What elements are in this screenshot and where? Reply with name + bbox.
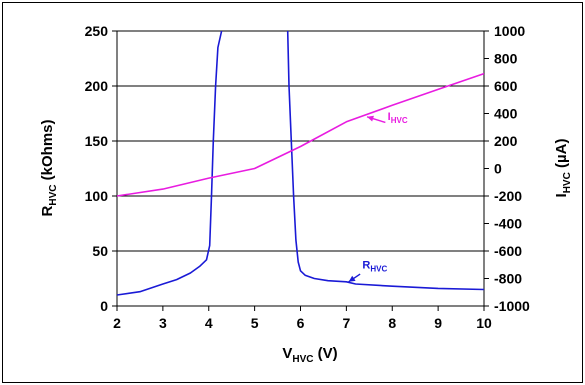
y-right-tick-label: 200 — [494, 133, 518, 149]
y-left-tick-label: 200 — [85, 78, 109, 94]
x-tick-label: 4 — [205, 315, 213, 331]
axis-ticks: 2 3 4 5 6 7 8 9 10050100150200250-1000-800-600-4… — [85, 23, 530, 331]
y-right-tick-label: -1000 — [494, 298, 530, 314]
y-left-tick-label: 0 — [100, 298, 108, 314]
x-tick-label: 7 — [342, 315, 350, 331]
y-right-tick-label: 400 — [494, 106, 518, 122]
y-right-axis-title: IHVC (µA) — [553, 139, 573, 198]
x-tick-label: 9 — [434, 315, 442, 331]
y-left-tick-label: 100 — [85, 188, 109, 204]
annotations: IHVC RHVC — [348, 111, 408, 283]
y-right-tick-label: 800 — [494, 51, 518, 67]
y-right-tick-label: 600 — [494, 78, 518, 94]
y-right-tick-label: -800 — [494, 271, 522, 287]
series-lines — [116, 30, 485, 296]
annotation-arrow-head — [348, 275, 356, 282]
x-tick-label: 5 — [251, 315, 259, 331]
series-line-i-hvc-2 — [116, 72, 485, 197]
y-right-tick-label: 1000 — [494, 23, 525, 39]
y-right-tick-label: -200 — [494, 188, 522, 204]
y-left-axis-title: RHVC (kOhms) — [39, 120, 59, 217]
y-right-tick-label: 0 — [494, 161, 502, 177]
y-right-tick-label: -400 — [494, 216, 522, 232]
x-tick-label: 3 — [159, 315, 167, 331]
x-tick-label: 6 — [297, 315, 305, 331]
annotation-label-r-hvc: RHVC — [362, 260, 387, 274]
annotation-label-i-hvc: IHVC — [388, 111, 408, 125]
y-left-tick-label: 150 — [85, 133, 109, 149]
y-left-tick-label: 50 — [92, 243, 108, 259]
x-tick-label: 10 — [476, 315, 492, 331]
annotation-arrow-head — [367, 115, 374, 122]
x-tick-label: 2 — [113, 315, 121, 331]
x-tick-label: 8 — [388, 315, 396, 331]
x-axis-title: VHVC (V) — [282, 345, 337, 365]
y-left-tick-label: 250 — [85, 23, 109, 39]
series-line-r-hvc-0 — [116, 30, 223, 296]
series-line-r-hvc-1 — [286, 30, 485, 291]
y-right-tick-label: -600 — [494, 243, 522, 259]
